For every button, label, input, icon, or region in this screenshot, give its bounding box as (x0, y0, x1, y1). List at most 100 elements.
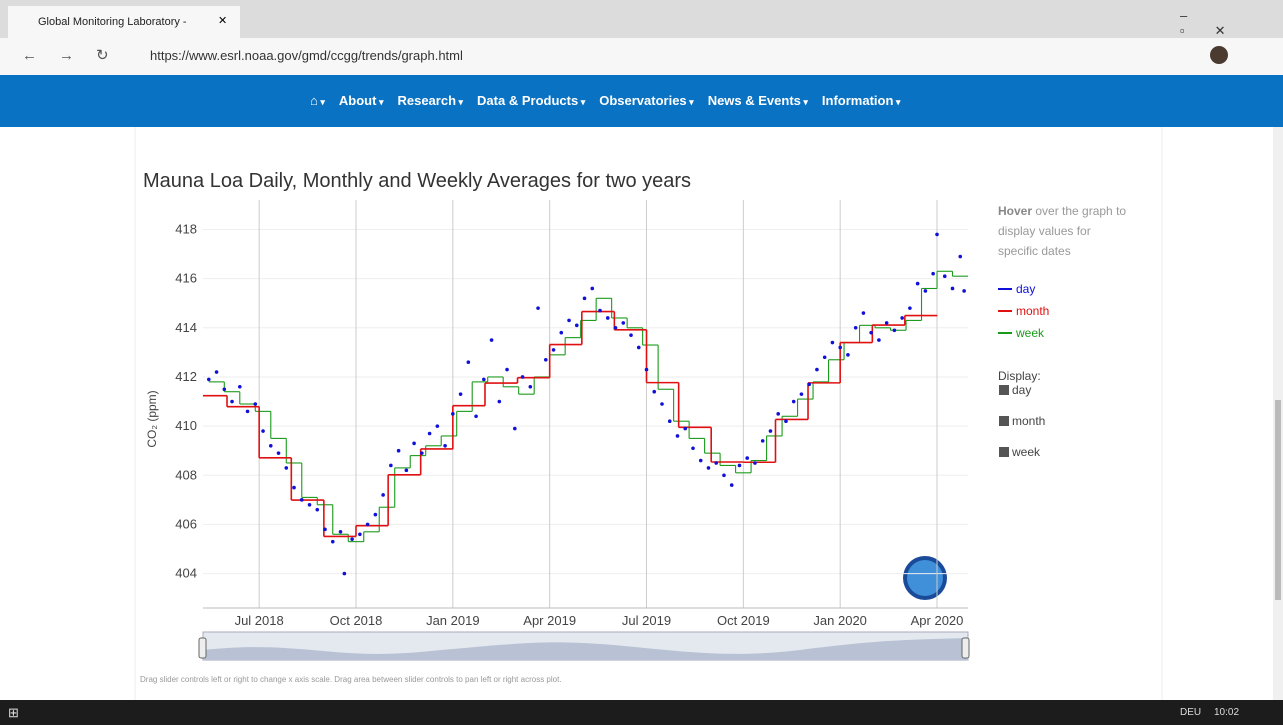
day-point (315, 508, 319, 512)
day-point (807, 383, 811, 387)
day-point (714, 461, 718, 465)
slider-hint: Drag slider controls left or right to ch… (140, 675, 562, 684)
y-tick-label: 404 (175, 566, 197, 581)
day-point (308, 503, 312, 507)
url[interactable]: https://www.esrl.noaa.gov/gmd/ccgg/trend… (150, 48, 463, 63)
day-point (668, 419, 672, 423)
day-point (683, 427, 687, 431)
y-tick-label: 410 (175, 418, 197, 433)
chart-title: Mauna Loa Daily, Monthly and Weekly Aver… (143, 170, 691, 192)
nav-item[interactable]: About (339, 93, 384, 108)
day-point (784, 419, 788, 423)
day-point (846, 353, 850, 357)
hover-text: over the graph to (1032, 204, 1126, 218)
y-tick-label: 418 (175, 221, 197, 236)
address-bar: ←→↻ https://www.esrl.noaa.gov/gmd/ccgg/t… (0, 38, 1283, 76)
day-point (862, 311, 866, 315)
x-tick-label: Oct 2019 (717, 613, 770, 628)
day-point (374, 513, 378, 517)
tab-bar: Global Monitoring Laboratory - ✕ –▫✕ (0, 0, 1283, 38)
x-tick-label: Oct 2018 (330, 613, 383, 628)
day-point (366, 523, 370, 527)
day-point (699, 459, 703, 463)
y-tick-label: 414 (175, 320, 197, 335)
checkbox-label: month (1012, 414, 1045, 428)
y-tick-label: 416 (175, 271, 197, 286)
nav-item[interactable]: News & Events (708, 93, 808, 108)
day-point (815, 368, 819, 372)
day-point (544, 358, 548, 362)
day-point (831, 341, 835, 345)
day-point (513, 427, 517, 431)
hover-text: specific dates (998, 244, 1071, 258)
day-point (935, 233, 939, 237)
checkbox[interactable] (999, 447, 1009, 457)
day-point (962, 289, 966, 293)
day-point (792, 400, 796, 404)
nav-buttons[interactable]: ←→↻ (22, 46, 131, 64)
day-point (900, 316, 904, 320)
day-point (823, 356, 827, 360)
checkbox-label: day (1012, 383, 1031, 397)
legend-entry: day (1016, 282, 1035, 296)
day-point (223, 387, 227, 391)
day-point (269, 444, 273, 448)
day-point (405, 469, 409, 473)
x-tick-label: Jul 2019 (622, 613, 671, 628)
page: Global Monitoring Laboratory - ✕ –▫✕ ←→↻… (0, 0, 1283, 725)
legend-entry: month (1016, 304, 1049, 318)
scroll-thumb[interactable] (1275, 400, 1281, 600)
nav-item[interactable]: Research (397, 93, 463, 108)
checkbox[interactable] (999, 385, 1009, 395)
day-point (350, 537, 354, 541)
home[interactable]: ⌂ (310, 93, 325, 108)
site-nav: ⌂ About Research Data & Products Observatori… (0, 75, 1283, 127)
day-point (536, 306, 540, 310)
slider-handle[interactable] (962, 638, 969, 658)
start-button[interactable]: ⊞ (8, 705, 19, 721)
display-label: Display: (998, 369, 1041, 383)
day-point (559, 331, 563, 335)
clock: 10:02 (1214, 707, 1239, 718)
day-point (583, 297, 587, 301)
day-point (436, 424, 440, 428)
day-point (474, 414, 478, 418)
day-point (761, 439, 765, 443)
day-point (331, 540, 335, 544)
day-point (397, 449, 401, 453)
nav-item[interactable]: Information (822, 93, 901, 108)
tab-close[interactable]: ✕ (218, 14, 227, 27)
day-point (908, 306, 912, 310)
nav-item[interactable]: Data & Products (477, 93, 585, 108)
day-point (590, 287, 594, 291)
y-tick-label: 408 (175, 467, 197, 482)
day-point (652, 390, 656, 394)
chart: Mauna Loa Daily, Monthly and Weekly Aver… (0, 127, 1273, 700)
day-point (916, 282, 920, 286)
checkbox[interactable] (999, 416, 1009, 426)
day-point (707, 466, 711, 470)
day-point (567, 319, 571, 323)
window-controls[interactable]: –▫✕ (1180, 8, 1283, 39)
day-point (323, 528, 327, 532)
day-point (230, 400, 234, 404)
hover-hint: Hover over the graph todisplay values fo… (998, 204, 1126, 258)
hover-text: display values for (998, 224, 1091, 238)
day-point (745, 456, 749, 460)
x-tick-label: Jan 2019 (426, 613, 480, 628)
day-point (958, 255, 962, 259)
profile[interactable] (1210, 46, 1228, 64)
nav-item[interactable]: Observatories (599, 93, 693, 108)
day-point (637, 346, 641, 350)
x-tick-label: Jan 2020 (813, 613, 867, 628)
checkbox-label: week (1011, 445, 1041, 459)
y-tick-label: 412 (175, 369, 197, 384)
x-tick-label: Jul 2018 (235, 613, 284, 628)
tab[interactable]: Global Monitoring Laboratory - (8, 6, 240, 38)
day-point (482, 378, 486, 382)
day-point (529, 385, 533, 389)
day-point (753, 461, 757, 465)
day-point (838, 346, 842, 350)
slider-handle[interactable] (199, 638, 206, 658)
day-point (738, 464, 742, 468)
